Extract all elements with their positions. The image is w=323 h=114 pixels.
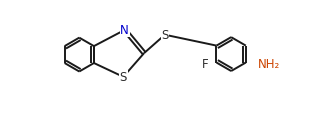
Text: F: F xyxy=(202,58,208,71)
Text: NH₂: NH₂ xyxy=(257,57,280,70)
Text: S: S xyxy=(120,71,127,84)
Text: S: S xyxy=(161,29,169,42)
Text: N: N xyxy=(120,24,129,37)
